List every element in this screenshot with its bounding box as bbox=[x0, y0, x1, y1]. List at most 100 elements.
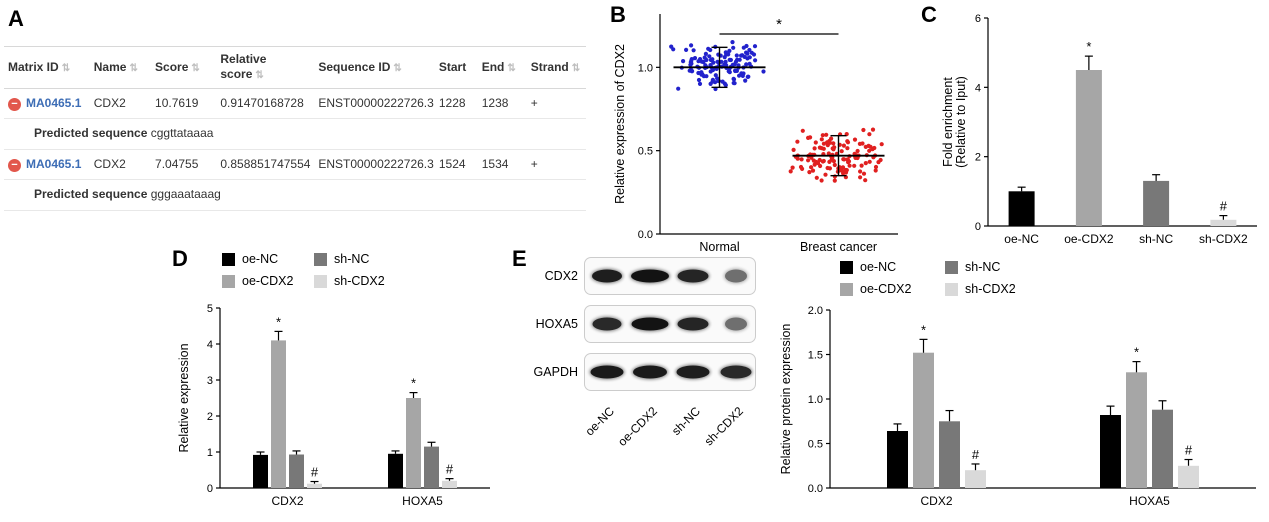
legend-label: oe-CDX2 bbox=[242, 274, 294, 288]
x-category-label: HOXA5 bbox=[1129, 494, 1170, 508]
sort-icon[interactable]: ⇅ bbox=[191, 62, 200, 74]
y-tick-label: 1.0 bbox=[638, 62, 653, 74]
legend-label: sh-NC bbox=[965, 260, 1001, 274]
legend-label: oe-NC bbox=[242, 252, 279, 266]
x-category-label: oe-NC bbox=[1004, 232, 1039, 246]
cell-end: 1534 bbox=[477, 149, 527, 180]
significance-marker: * bbox=[776, 16, 782, 33]
blot-band bbox=[677, 317, 708, 331]
blot-row: HOXA5 bbox=[528, 304, 756, 344]
sort-icon[interactable]: ⇅ bbox=[571, 62, 581, 74]
sort-icon[interactable]: ⇅ bbox=[507, 62, 516, 74]
bar bbox=[406, 398, 421, 488]
y-tick-label: 2 bbox=[975, 152, 981, 164]
cell-name: CDX2 bbox=[89, 88, 152, 119]
bar bbox=[1100, 415, 1121, 488]
legend-swatch bbox=[840, 260, 853, 274]
cell-name: CDX2 bbox=[89, 149, 152, 180]
col-header-label: Relative score bbox=[220, 52, 267, 81]
significance-marker: * bbox=[411, 376, 416, 391]
cell-strand: + bbox=[526, 88, 586, 119]
col-header-start[interactable]: Start bbox=[434, 46, 478, 89]
table-row: − MA0465.1 CDX2 10.7619 0.91470168728 ENS… bbox=[4, 88, 586, 119]
cell-sequence-id: ENST00000222726.3 bbox=[314, 88, 435, 119]
collapse-row-icon[interactable]: − bbox=[8, 97, 21, 111]
matrix-id-link[interactable]: MA0465.1 bbox=[26, 95, 82, 110]
bar-chart-fold-enrichment: 0 2 4 6 Fold enrichment (Relative to Iput) oe-… bbox=[940, 4, 1265, 261]
legend-label: oe-NC bbox=[860, 260, 897, 274]
bar bbox=[1008, 191, 1035, 226]
panel-label-d: D bbox=[172, 246, 188, 271]
cell-relative-score: 0.858851747554 bbox=[216, 149, 315, 180]
bar bbox=[271, 340, 286, 488]
sort-icon[interactable]: ⇅ bbox=[393, 62, 402, 74]
legend-label: oe-CDX2 bbox=[860, 282, 912, 296]
col-header-matrix-id[interactable]: Matrix ID ⇅ bbox=[4, 46, 90, 89]
legend-item: sh-NC bbox=[314, 252, 406, 266]
sort-icon[interactable]: ⇅ bbox=[61, 62, 71, 74]
col-header-relative-score[interactable]: Relative score ⇅ bbox=[216, 46, 315, 89]
sort-icon[interactable]: ⇅ bbox=[129, 62, 138, 74]
blot-box bbox=[584, 305, 756, 343]
x-category-label: Breast cancer bbox=[800, 240, 877, 254]
y-tick-label: 0.5 bbox=[638, 146, 653, 158]
blot-box bbox=[584, 353, 756, 391]
y-axis-label: (Relative to Iput) bbox=[954, 76, 968, 168]
y-axis-label: Relative expression bbox=[177, 343, 191, 452]
significance-marker: # bbox=[972, 447, 980, 462]
predicted-sequence-value: gggaaataaag bbox=[150, 186, 221, 201]
significance-marker: * bbox=[1134, 345, 1139, 360]
predicted-sequence-row: Predicted sequence gggaaataaag bbox=[4, 179, 586, 211]
predicted-sequence-label: Predicted sequence bbox=[34, 125, 148, 140]
significance-marker: # bbox=[311, 465, 319, 480]
col-header-end[interactable]: End ⇅ bbox=[477, 46, 527, 89]
blot-band bbox=[724, 317, 747, 331]
bar bbox=[1075, 70, 1102, 226]
matrix-id-link[interactable]: MA0465.1 bbox=[26, 156, 82, 171]
bar bbox=[289, 454, 304, 488]
western-blot: CDX2 HOXA5 GAPDH oe-NC oe-CDX2 sh-NC sh-CDX2 bbox=[528, 256, 778, 518]
legend-swatch bbox=[314, 274, 327, 288]
legend-swatch bbox=[840, 282, 853, 296]
y-tick-label: 0 bbox=[207, 483, 213, 495]
x-category-label: HOXA5 bbox=[402, 494, 443, 508]
significance-marker: * bbox=[921, 322, 926, 337]
panel-label-e: E bbox=[512, 246, 527, 271]
col-header-score[interactable]: Score ⇅ bbox=[151, 46, 217, 89]
col-header-label: Score bbox=[155, 59, 189, 74]
collapse-row-icon[interactable]: − bbox=[8, 158, 21, 172]
col-header-label: Strand bbox=[530, 59, 569, 74]
significance-marker: * bbox=[1086, 39, 1091, 54]
col-header-label: Matrix ID bbox=[8, 59, 59, 74]
y-tick-label: 1.5 bbox=[808, 350, 823, 362]
y-tick-label: 0.0 bbox=[808, 483, 823, 495]
cell-sequence-id: ENST00000222726.3 bbox=[314, 149, 435, 180]
x-category-label: sh-NC bbox=[1139, 232, 1173, 246]
bar bbox=[1143, 180, 1170, 226]
col-header-sequence-id[interactable]: Sequence ID ⇅ bbox=[314, 46, 435, 89]
panel-label-c: C bbox=[921, 2, 937, 27]
panel-label-b: B bbox=[610, 2, 626, 27]
col-header-strand[interactable]: Strand ⇅ bbox=[526, 46, 586, 89]
blot-band bbox=[676, 365, 709, 379]
bar-chart-relative-protein-expression: 0.0 0.5 1.0 1.5 2.0 Relative protein expressi… bbox=[778, 292, 1266, 521]
y-tick-label: 0.5 bbox=[808, 439, 823, 451]
bar bbox=[1210, 219, 1237, 226]
y-tick-label: 0.0 bbox=[638, 229, 653, 241]
chart-svg: 0.0 0.5 1.0 1.5 2.0 Relative protein expressi… bbox=[779, 305, 1256, 508]
blot-row-label: GAPDH bbox=[533, 365, 578, 379]
blot-band bbox=[720, 365, 751, 379]
significance-marker: # bbox=[1220, 199, 1228, 214]
x-category-label: Normal bbox=[699, 240, 739, 254]
predicted-sequence-row: Predicted sequence cggttataaaa bbox=[4, 118, 586, 150]
legend-item: oe-CDX2 bbox=[840, 282, 945, 296]
predicted-sequence-value: cggttataaaa bbox=[150, 125, 214, 140]
col-header-name[interactable]: Name ⇅ bbox=[89, 46, 152, 89]
y-tick-label: 2 bbox=[207, 411, 213, 423]
significance-marker: # bbox=[446, 462, 454, 477]
sort-icon[interactable]: ⇅ bbox=[255, 70, 264, 81]
bar bbox=[307, 483, 322, 488]
blot-band bbox=[724, 269, 747, 283]
chart-svg: 0 2 4 6 Fold enrichment (Relative to Iput) oe-… bbox=[941, 13, 1257, 246]
legend: oe-NC sh-NC oe-CDX2 sh-CDX2 bbox=[222, 252, 406, 288]
